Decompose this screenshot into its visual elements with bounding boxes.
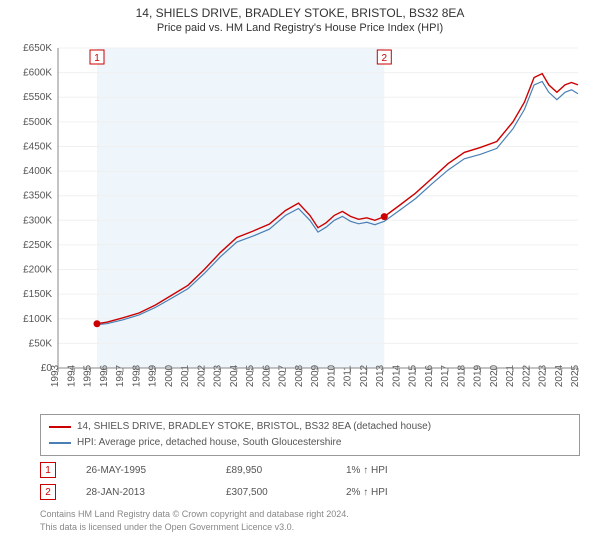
legend-item: 14, SHIELS DRIVE, BRADLEY STOKE, BRISTOL… [49,419,571,435]
transaction-delta: 2% ↑ HPI [346,487,388,498]
y-tick-label: £150K [23,289,52,300]
transaction-date: 26-MAY-1995 [86,465,196,476]
copyright-line: This data is licensed under the Open Gov… [40,521,580,534]
y-tick-label: £50K [29,338,53,349]
y-tick-label: £500K [23,117,52,128]
chart-subtitle: Price paid vs. HM Land Registry's House … [0,20,600,38]
copyright-line: Contains HM Land Registry data © Crown c… [40,508,580,521]
transaction-price: £89,950 [226,465,316,476]
legend-swatch [49,426,71,428]
marker-number: 2 [382,53,388,64]
marker-number: 1 [94,53,100,64]
legend-swatch [49,442,71,444]
legend-label: 14, SHIELS DRIVE, BRADLEY STOKE, BRISTOL… [77,419,431,435]
legend: 14, SHIELS DRIVE, BRADLEY STOKE, BRISTOL… [40,414,580,456]
y-tick-label: £450K [23,141,52,152]
marker-dot [94,320,101,327]
transaction-row: 1 26-MAY-1995 £89,950 1% ↑ HPI [40,462,580,478]
y-tick-label: £200K [23,265,52,276]
y-tick-label: £400K [23,166,52,177]
copyright: Contains HM Land Registry data © Crown c… [40,508,580,533]
transaction-marker: 1 [40,462,56,478]
legend-item: HPI: Average price, detached house, Sout… [49,435,571,451]
transaction-date: 28-JAN-2013 [86,487,196,498]
chart-area: £0£50K£100K£150K£200K£250K£300K£350K£400… [10,38,590,408]
transaction-price: £307,500 [226,487,316,498]
y-tick-label: £550K [23,92,52,103]
y-tick-label: £300K [23,215,52,226]
transaction-delta: 1% ↑ HPI [346,465,388,476]
chart-title: 14, SHIELS DRIVE, BRADLEY STOKE, BRISTOL… [0,0,600,20]
marker-dot [381,213,388,220]
y-tick-label: £600K [23,68,52,79]
legend-label: HPI: Average price, detached house, Sout… [77,435,341,451]
y-tick-label: £100K [23,314,52,325]
y-tick-label: £650K [23,43,52,54]
line-chart-svg: £0£50K£100K£150K£200K£250K£300K£350K£400… [10,38,590,408]
y-tick-label: £350K [23,191,52,202]
transaction-marker: 2 [40,484,56,500]
shaded-region [97,48,384,368]
transaction-row: 2 28-JAN-2013 £307,500 2% ↑ HPI [40,484,580,500]
y-tick-label: £250K [23,240,52,251]
